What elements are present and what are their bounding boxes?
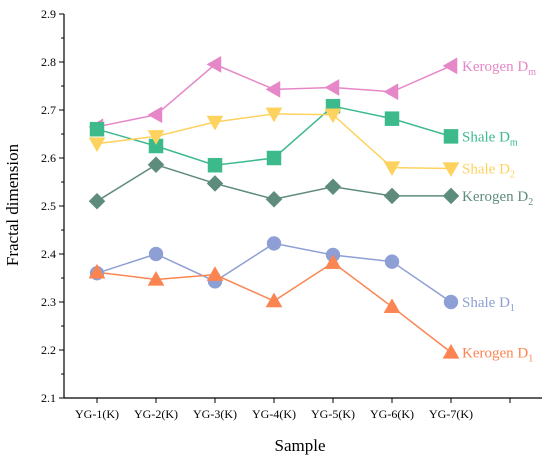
data-point [383, 161, 401, 177]
y-tick-label: 2.7 [41, 103, 56, 117]
y-tick-label: 2.5 [41, 199, 56, 213]
data-point [206, 115, 224, 131]
data-point [206, 55, 222, 73]
y-tick-label: 2.6 [41, 151, 56, 165]
series-label: Shale D1 [462, 295, 515, 314]
series-label: Kerogen D2 [462, 189, 533, 208]
data-point [266, 236, 282, 251]
x-tick-label: YG-4(K) [252, 407, 296, 421]
data-point [147, 156, 165, 174]
x-tick-label: YG-6(K) [370, 407, 414, 421]
data-point [265, 190, 283, 208]
data-point [147, 130, 165, 145]
data-point [265, 80, 281, 98]
data-point [384, 254, 400, 269]
y-tick-label: 2.3 [41, 295, 56, 309]
y-axis-label: Fractal dimension [3, 143, 22, 266]
data-point [324, 108, 342, 124]
data-point [384, 111, 400, 126]
series-labels: Kerogen Dm Shale Dm Shale D2 Kerogen D2 Shal… [462, 59, 536, 365]
series-label: Kerogen D1 [462, 345, 533, 364]
y-tick-label: 2.9 [41, 7, 56, 21]
data-point [206, 266, 224, 281]
data-point [88, 137, 106, 153]
data-point [442, 187, 460, 205]
data-point [207, 157, 223, 173]
x-tick-label: YG-7(K) [429, 407, 473, 421]
data-point [206, 175, 224, 192]
data-point [442, 57, 458, 75]
data-point [266, 150, 282, 166]
data-point [443, 129, 459, 144]
x-tick-label: YG-5(K) [311, 407, 355, 421]
y-tick-label: 2.4 [41, 247, 56, 261]
data-point [265, 107, 283, 123]
data-point [324, 79, 340, 96]
y-tick-label: 2.8 [41, 55, 56, 69]
series-label: Shale D2 [462, 162, 515, 181]
data-point [324, 254, 342, 269]
data-point [88, 263, 106, 279]
series-markers [88, 55, 460, 359]
data-point [442, 162, 460, 178]
data-point [442, 343, 460, 359]
x-tick-label: YG-1(K) [75, 407, 119, 421]
series-line [96, 261, 452, 353]
series-label: Shale Dm [462, 129, 518, 148]
y-tick-label: 2.1 [41, 391, 56, 405]
x-tick-label: YG-3(K) [193, 407, 237, 421]
data-point [148, 246, 164, 262]
y-tick-label: 2.2 [41, 343, 56, 357]
data-point [443, 294, 459, 310]
x-tick-label: YG-2(K) [134, 407, 178, 421]
data-point [383, 83, 399, 101]
data-point [324, 178, 342, 196]
data-point [147, 270, 165, 286]
data-point [265, 292, 283, 308]
data-point [89, 121, 105, 137]
x-axis-label: Sample [275, 436, 326, 455]
data-point [383, 298, 401, 314]
data-point [88, 192, 106, 210]
axes: 2.1 2.2 2.3 2.4 2.5 2.6 2.7 2.8 2.9 YG-1(K) YG-2(K… [41, 7, 542, 421]
data-point [147, 106, 163, 124]
series-label: Kerogen Dm [462, 59, 536, 78]
data-point [383, 187, 401, 205]
